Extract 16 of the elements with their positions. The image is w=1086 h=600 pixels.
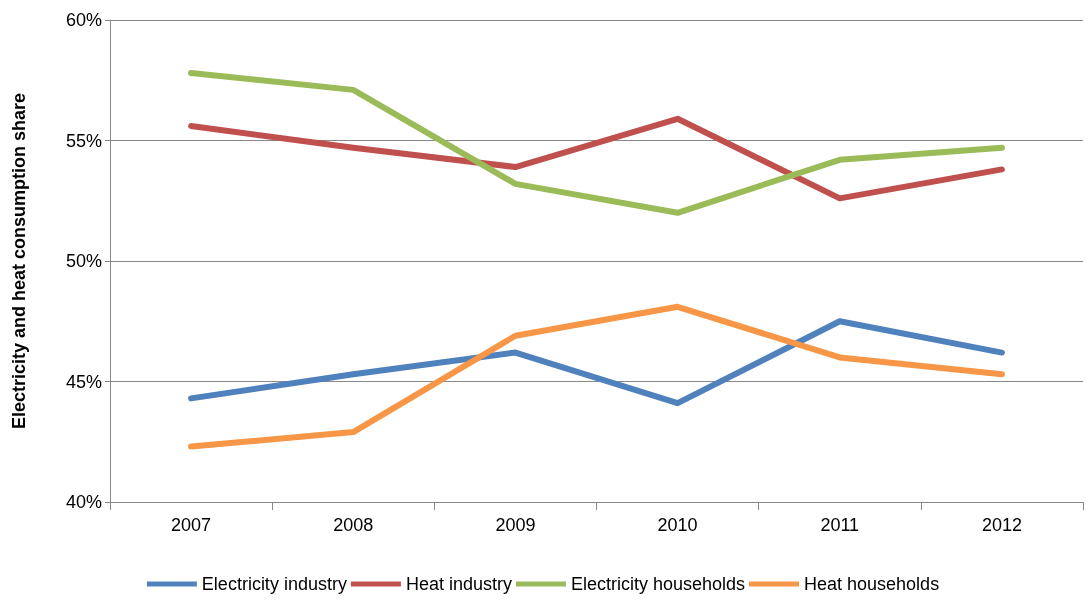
y-tick-label: 60%	[65, 10, 102, 30]
x-tick-label: 2008	[333, 515, 374, 535]
x-tick-label: 2007	[171, 515, 212, 535]
y-tick-label: 40%	[65, 492, 102, 512]
y-tick-label: 55%	[65, 130, 102, 151]
y-axis-title: Electricity and heat consumption share	[9, 92, 29, 430]
x-tick-label: 2011	[820, 515, 860, 535]
y-tick-label: 45%	[65, 371, 102, 392]
y-tick-label: 50%	[65, 251, 102, 271]
legend-label: Heat industry	[405, 574, 512, 594]
legend-label: Heat households	[804, 574, 940, 594]
x-tick-label: 2010	[657, 515, 698, 535]
x-tick-label: 2012	[981, 515, 1022, 535]
x-tick-label: 2009	[495, 515, 536, 535]
legend-label: Electricity households	[570, 574, 746, 594]
legend-label: Electricity industry	[201, 574, 347, 594]
